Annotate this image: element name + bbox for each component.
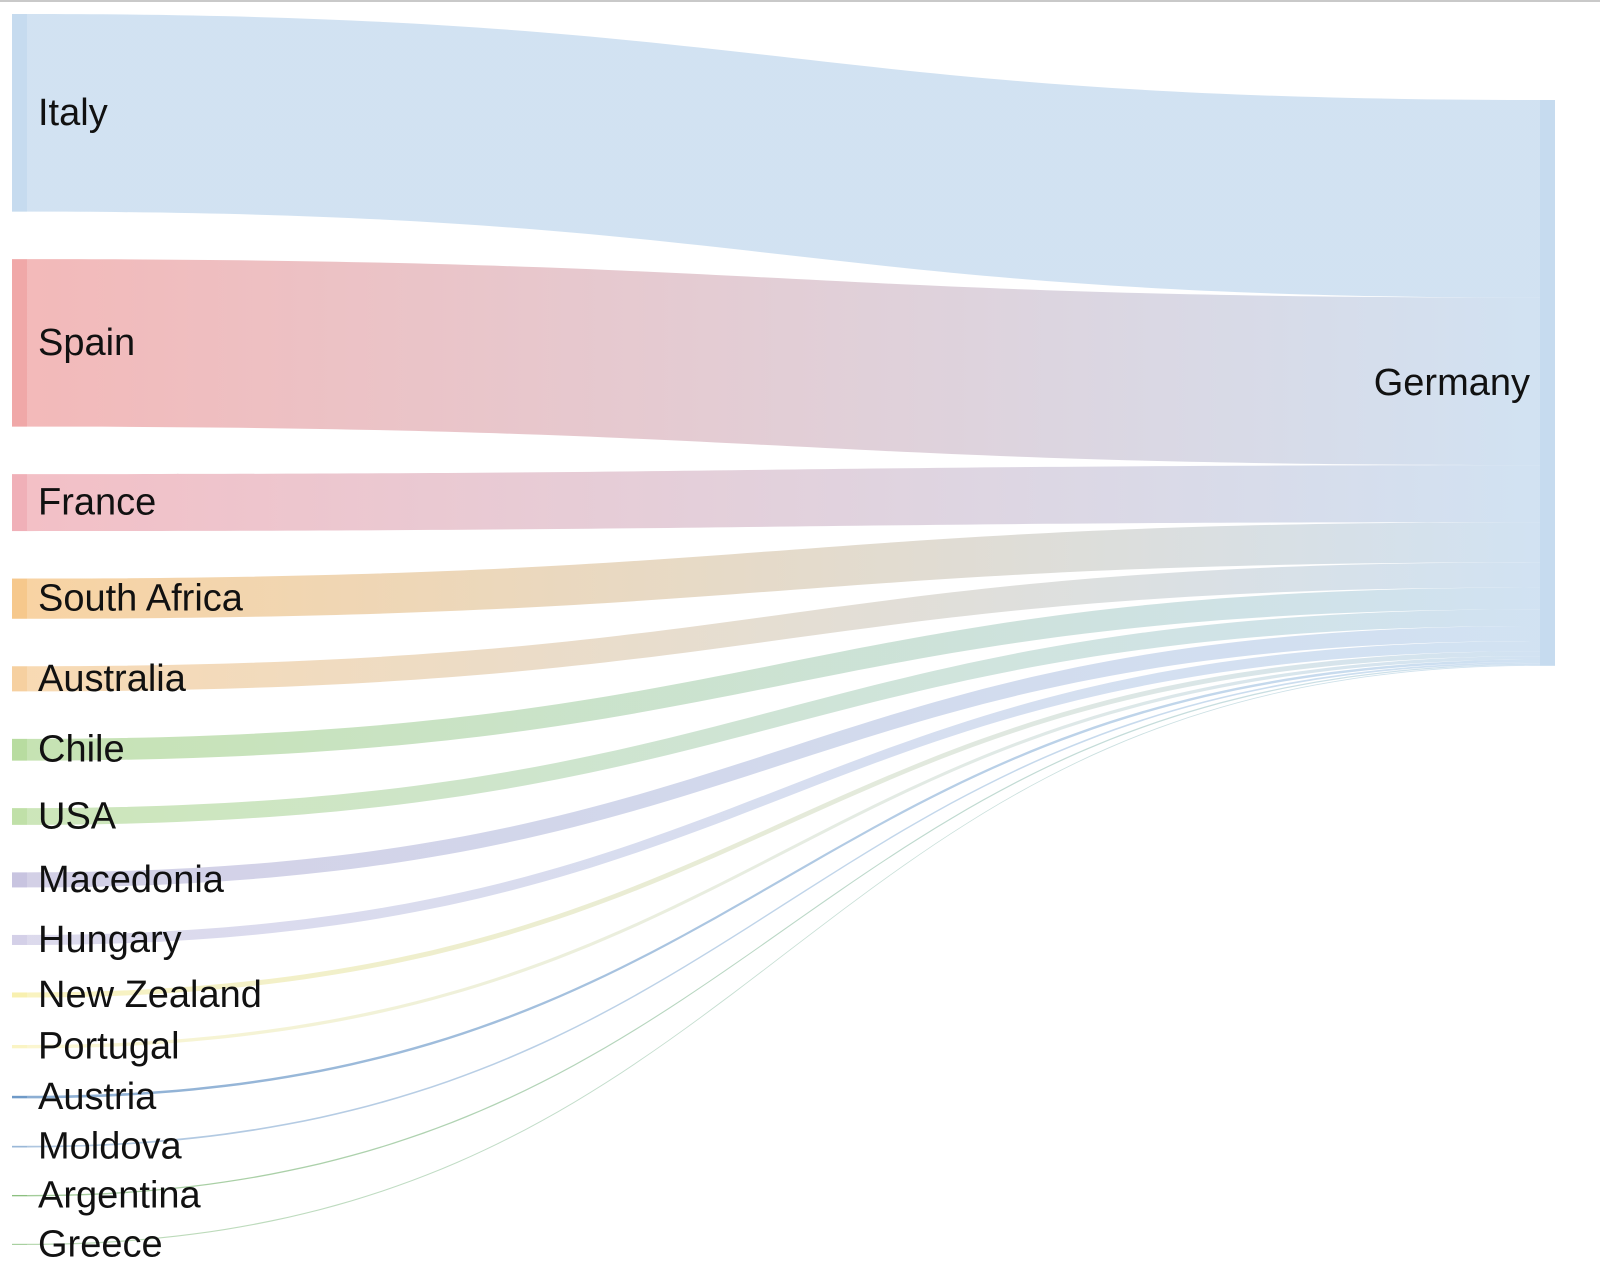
label-chile: Chile bbox=[38, 729, 125, 771]
node-south-africa bbox=[12, 578, 27, 619]
label-italy: Italy bbox=[38, 92, 108, 134]
node-australia bbox=[12, 666, 27, 692]
link-chile-to-germany bbox=[27, 587, 1540, 761]
link-south-africa-to-germany bbox=[27, 522, 1540, 619]
label-macedonia: Macedonia bbox=[38, 859, 225, 901]
node-usa bbox=[12, 808, 27, 825]
label-usa: USA bbox=[38, 795, 117, 837]
top-border bbox=[0, 0, 1600, 2]
label-greece: Greece bbox=[38, 1223, 163, 1265]
link-australia-to-germany bbox=[27, 562, 1540, 692]
label-austria: Austria bbox=[38, 1076, 157, 1118]
label-hungary: Hungary bbox=[38, 919, 182, 961]
node-greece bbox=[12, 1243, 27, 1245]
label-australia: Australia bbox=[38, 658, 187, 700]
node-germany bbox=[1540, 100, 1555, 666]
node-chile bbox=[12, 738, 27, 761]
node-hungary bbox=[12, 934, 27, 945]
label-new-zealand: New Zealand bbox=[38, 974, 262, 1016]
link-moldova-to-germany bbox=[27, 661, 1540, 1148]
label-spain: Spain bbox=[38, 322, 135, 364]
link-spain-to-germany bbox=[27, 259, 1540, 466]
node-austria bbox=[12, 1095, 27, 1099]
node-argentina bbox=[12, 1194, 27, 1197]
link-new-zealand-to-germany bbox=[27, 651, 1540, 998]
label-portugal: Portugal bbox=[38, 1026, 180, 1068]
link-macedonia-to-germany bbox=[27, 625, 1540, 888]
sankey-labels: Italy Spain France South Africa Australia Chi… bbox=[38, 92, 1530, 1266]
link-greece-to-germany bbox=[27, 664, 1540, 1245]
node-moldova bbox=[12, 1145, 27, 1148]
node-france bbox=[12, 474, 27, 532]
node-spain bbox=[12, 259, 27, 427]
link-hungary-to-germany bbox=[27, 641, 1540, 945]
label-france: France bbox=[38, 482, 156, 524]
link-austria-to-germany bbox=[27, 659, 1540, 1099]
link-italy-to-germany bbox=[27, 14, 1540, 298]
link-argentina-to-germany bbox=[27, 663, 1540, 1197]
label-argentina: Argentina bbox=[38, 1175, 202, 1217]
node-new-zealand bbox=[12, 992, 27, 998]
link-portugal-to-germany bbox=[27, 656, 1540, 1049]
label-moldova: Moldova bbox=[38, 1126, 182, 1168]
node-portugal bbox=[12, 1044, 27, 1049]
sankey-links bbox=[27, 14, 1540, 1245]
node-macedonia bbox=[12, 872, 27, 888]
label-germany: Germany bbox=[1374, 362, 1530, 404]
link-usa-to-germany bbox=[27, 609, 1540, 825]
node-italy bbox=[12, 14, 27, 212]
link-france-to-germany bbox=[27, 465, 1540, 532]
label-south-africa: South Africa bbox=[38, 578, 244, 620]
sankey-nodes bbox=[12, 14, 1555, 1245]
